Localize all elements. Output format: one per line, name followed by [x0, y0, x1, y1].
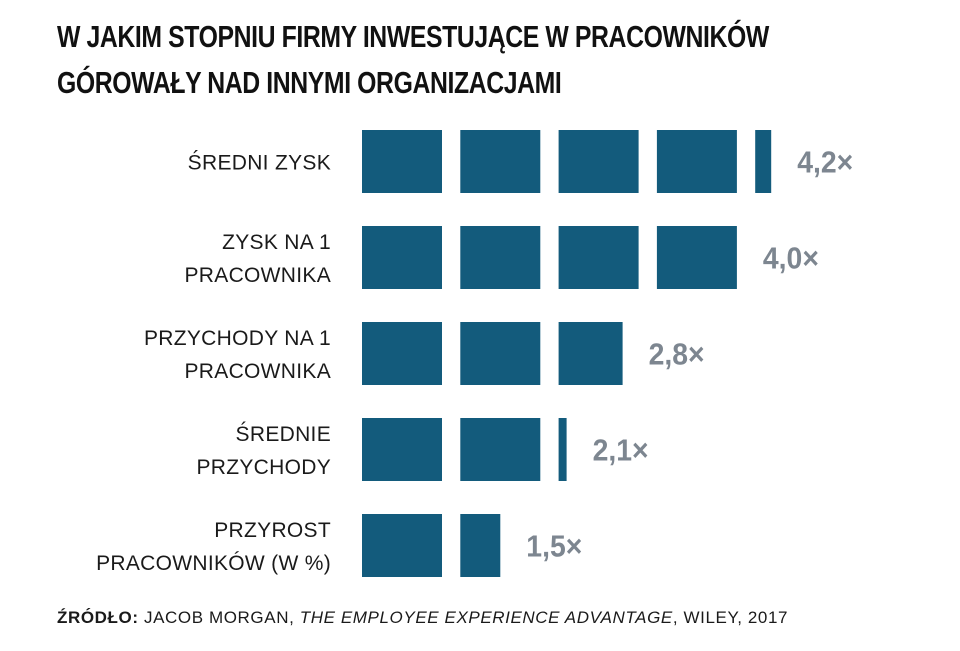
source-book-title: THE EMPLOYEE EXPERIENCE ADVANTAGE	[299, 608, 673, 627]
category-label: PRACOWNIKA	[184, 264, 331, 287]
bar-segment	[656, 226, 737, 289]
value-label: 2,1×	[593, 433, 649, 468]
source-publisher: , WILEY, 2017	[672, 608, 789, 627]
value-label: 4,2×	[797, 145, 853, 180]
bar-segment	[460, 130, 541, 193]
bar-segment	[362, 322, 442, 385]
bar-segment-partial	[460, 514, 501, 577]
bar-segment	[460, 418, 541, 481]
category-label: PRACOWNIKÓW (W %)	[96, 552, 331, 575]
category-label: PRZYCHODY	[196, 456, 331, 479]
bar-segment-partial	[558, 418, 567, 481]
category-label: ŚREDNIE	[236, 422, 331, 446]
bar-segment	[362, 514, 442, 577]
bar-row-3: 2,8× PRZYCHODY NA 1 PRACOWNIKA	[144, 322, 705, 385]
bar-segment	[460, 226, 541, 289]
bar-segment	[362, 418, 442, 481]
category-label: ZYSK NA 1	[222, 231, 331, 254]
bar-segment-partial	[558, 322, 623, 385]
bar-segment	[558, 226, 639, 289]
value-label: 2,8×	[649, 337, 705, 372]
bar-segment	[362, 226, 442, 289]
chart-title-line-2: GÓROWAŁY NAD INNYMI ORGANIZACJAMI	[57, 65, 562, 100]
bar-segment	[460, 322, 541, 385]
chart-title: W JAKIM STOPNIU FIRMY INWESTUJĄCE W PRAC…	[57, 14, 769, 106]
value-label: 4,0×	[763, 241, 819, 276]
source-author: JACOB MORGAN,	[143, 608, 295, 627]
bar-segment	[558, 130, 639, 193]
bar-segment-partial	[755, 130, 772, 193]
category-label: ŚREDNI ZYSK	[188, 151, 331, 175]
bar-row-2: 4,0× ZYSK NA 1 PRACOWNIKA	[184, 226, 819, 289]
bar-row-1: 4,2× ŚREDNI ZYSK	[188, 130, 853, 193]
source-note: ŹRÓDŁO: JACOB MORGAN, THE EMPLOYEE EXPER…	[57, 608, 788, 628]
bar-segment	[362, 130, 442, 193]
category-label: PRACOWNIKA	[184, 360, 331, 383]
source-prefix: ŹRÓDŁO:	[57, 608, 139, 627]
bar-row-5: 1,5× PRZYROST PRACOWNIKÓW (W %)	[96, 514, 582, 577]
bar-segment	[656, 130, 737, 193]
category-label: PRZYROST	[214, 519, 331, 542]
category-label: PRZYCHODY NA 1	[144, 327, 331, 350]
value-label: 1,5×	[526, 529, 582, 564]
chart-title-line-1: W JAKIM STOPNIU FIRMY INWESTUJĄCE W PRAC…	[57, 19, 769, 54]
bar-row-4: 2,1× ŚREDNIE PRZYCHODY	[196, 418, 649, 481]
